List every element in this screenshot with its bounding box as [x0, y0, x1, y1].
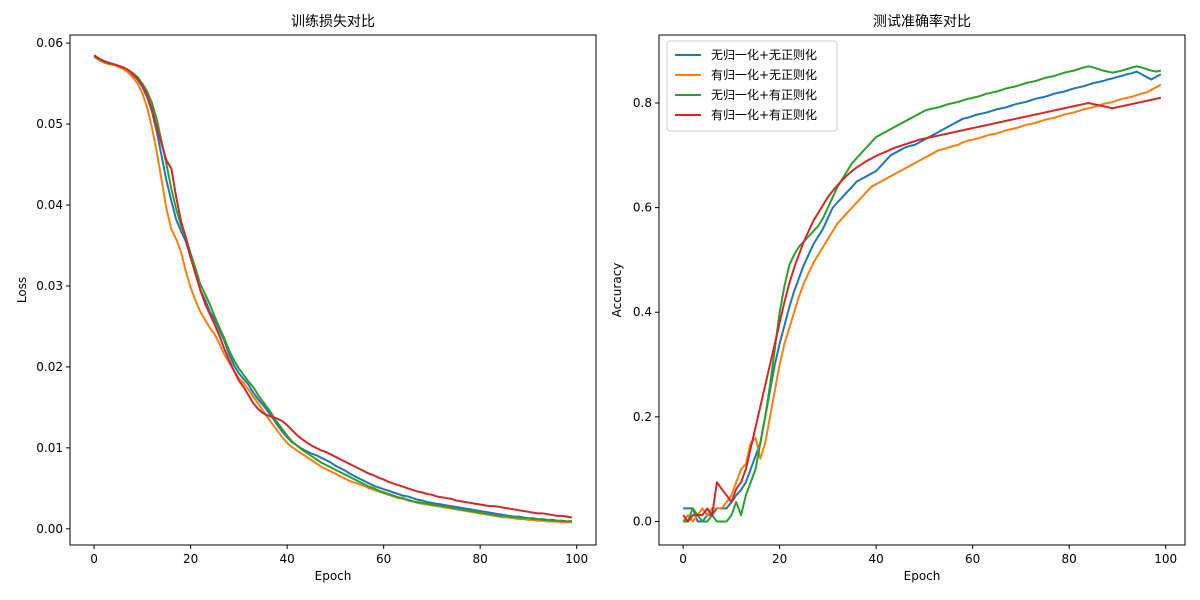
y-tick-label: 0.02 — [36, 360, 63, 374]
loss-chart-frame — [69, 34, 597, 546]
legend-label: 无归一化+有正则化 — [711, 88, 817, 102]
series-line-red — [93, 54, 573, 519]
series-line-green — [93, 55, 573, 523]
legend-label: 有归一化+无正则化 — [711, 68, 817, 82]
x-tick-label: 60 — [376, 552, 391, 566]
y-tick-label: 0.2 — [633, 410, 652, 424]
y-tick-label: 0.06 — [36, 36, 63, 50]
x-tick-label: 80 — [473, 552, 488, 566]
x-tick-label: 20 — [772, 552, 787, 566]
y-tick-label: 0.04 — [36, 198, 63, 212]
x-tick-label: 0 — [90, 552, 98, 566]
series-line-orange — [682, 83, 1162, 523]
x-tick-label: 20 — [183, 552, 198, 566]
y-tick-label: 0.00 — [36, 522, 63, 536]
loss-chart: 训练损失对比 Epoch Loss 0 20 40 60 80 100 0.00 0.01 0.… — [15, 14, 597, 583]
x-tick-label: 40 — [869, 552, 884, 566]
loss-chart-ticks: 0 20 40 60 80 100 0.00 0.01 0.02 0.03 0.04 0.05 0.06 — [36, 36, 588, 566]
x-tick-label: 100 — [565, 552, 588, 566]
series-line-green — [683, 65, 1162, 523]
series-line-blue — [93, 54, 572, 523]
y-tick-label: 0.01 — [36, 441, 63, 455]
series-line-red — [682, 96, 1162, 523]
accuracy-chart-ylabel: Accuracy — [610, 263, 624, 318]
x-tick-label: 0 — [679, 552, 687, 566]
x-tick-label: 80 — [1062, 552, 1077, 566]
accuracy-chart: 测试准确率对比 Epoch Accuracy 0 20 40 60 80 100 0.0 0.… — [610, 13, 1186, 583]
x-tick-label: 40 — [280, 552, 295, 566]
y-tick-label: 0.05 — [36, 117, 63, 131]
loss-chart-ylabel: Loss — [15, 277, 29, 303]
legend-label: 无归一化+无正则化 — [711, 48, 817, 62]
accuracy-chart-ticks: 0 20 40 60 80 100 0.0 0.2 0.4 0.6 0.8 — [633, 96, 1177, 566]
y-tick-label: 0.8 — [633, 96, 652, 110]
y-tick-label: 0.03 — [36, 279, 63, 293]
x-tick-label: 100 — [1154, 552, 1177, 566]
y-tick-label: 0.6 — [633, 201, 652, 215]
accuracy-chart-plot — [682, 65, 1162, 523]
accuracy-chart-frame — [658, 34, 1186, 546]
accuracy-chart-title: 测试准确率对比 — [873, 13, 971, 30]
loss-chart-plot — [93, 54, 573, 524]
accuracy-chart-xlabel: Epoch — [904, 569, 941, 583]
x-tick-label: 60 — [965, 552, 980, 566]
y-tick-label: 0.0 — [633, 514, 652, 528]
loss-chart-xlabel: Epoch — [315, 569, 352, 583]
y-tick-label: 0.4 — [633, 305, 652, 319]
loss-chart-title: 训练损失对比 — [291, 14, 375, 30]
legend-label: 有归一化+有正则化 — [711, 108, 817, 122]
legend-box — [666, 40, 838, 132]
